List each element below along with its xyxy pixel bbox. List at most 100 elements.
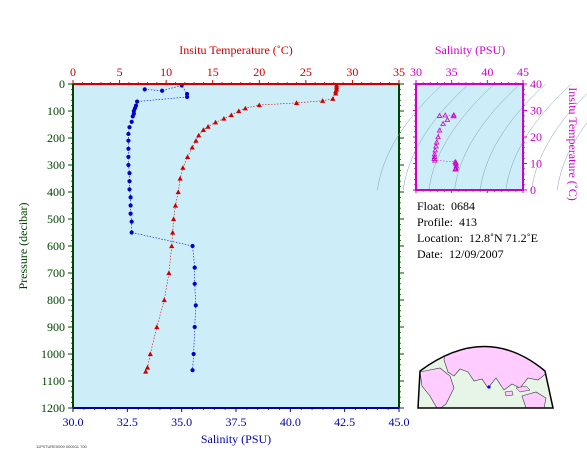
date-value: 12/09/2007 bbox=[449, 247, 504, 261]
ts-x-tick-label: 45 bbox=[517, 65, 529, 79]
salinity-tick-label: 42.5 bbox=[334, 415, 355, 429]
ts-y-tick-label: 10 bbox=[530, 157, 542, 171]
ts-x-tick-label: 40 bbox=[481, 65, 493, 79]
salinity-point bbox=[185, 94, 190, 100]
left-axis-title: Pressure (decibar) bbox=[16, 203, 30, 290]
profile-row: Profile: 413 bbox=[417, 214, 538, 230]
ts-point bbox=[431, 151, 438, 157]
ts-point bbox=[442, 112, 449, 118]
temperature-tick-label: 0 bbox=[70, 65, 76, 79]
date-label: Date: bbox=[417, 247, 443, 261]
salinity-point bbox=[191, 351, 196, 357]
temperature-point bbox=[144, 364, 151, 370]
salinity-point bbox=[126, 146, 131, 151]
ts-density-contour bbox=[479, 83, 546, 191]
pressure-tick-label: 700 bbox=[47, 266, 65, 280]
salinity-point bbox=[127, 125, 132, 130]
temperature-point bbox=[200, 127, 206, 132]
ts-density-contours bbox=[377, 83, 587, 191]
pressure-tick-label: 500 bbox=[47, 212, 65, 226]
temperature-point bbox=[228, 112, 234, 118]
salinity-point bbox=[127, 171, 132, 176]
salinity-point bbox=[190, 368, 195, 373]
temperature-point bbox=[221, 115, 227, 121]
ts-density-contour bbox=[454, 83, 521, 191]
salinity-point bbox=[160, 88, 165, 93]
salinity-point bbox=[128, 203, 133, 208]
temperature-point bbox=[212, 119, 219, 125]
ts-x-tick-label: 30 bbox=[410, 65, 422, 79]
salinity-point bbox=[126, 154, 131, 159]
float-value: 0684 bbox=[451, 199, 476, 213]
temperature-point bbox=[154, 324, 160, 330]
pressure-tick-label: 1100 bbox=[41, 374, 65, 388]
salinity-tick-label: 35.0 bbox=[171, 415, 192, 429]
ts-y-tick-label: 30 bbox=[530, 104, 542, 118]
salinity-point bbox=[185, 91, 190, 97]
temperature-point bbox=[170, 229, 176, 235]
ts-series-marks bbox=[431, 111, 460, 172]
pressure-tick-label: 800 bbox=[47, 293, 65, 307]
salinity-point bbox=[190, 243, 195, 249]
profile-value: 413 bbox=[459, 215, 477, 229]
temperature-point bbox=[242, 105, 248, 111]
salinity-point bbox=[129, 230, 134, 235]
salinity-point bbox=[126, 138, 131, 143]
salinity-point bbox=[126, 162, 131, 168]
ts-y-tick-label: 0 bbox=[530, 183, 536, 197]
temperature-point bbox=[172, 202, 179, 208]
map-frame bbox=[417, 345, 554, 409]
salinity-point bbox=[130, 114, 135, 119]
salinity-point bbox=[127, 187, 132, 192]
salinity-point bbox=[127, 179, 132, 184]
temperature-point bbox=[196, 132, 202, 138]
map-land-islands bbox=[504, 385, 531, 397]
date-row: Date: 12/09/2007 bbox=[417, 246, 538, 262]
ts-density-contour bbox=[531, 93, 587, 191]
pressure-tick-label: 0 bbox=[59, 77, 65, 91]
pressure-tick-label: 1000 bbox=[41, 347, 65, 361]
salinity-point bbox=[142, 87, 147, 92]
pressure-tick-label: 200 bbox=[47, 131, 65, 145]
temperature-point bbox=[161, 297, 167, 303]
footer-code: 11P0TURE0000 000011 700 bbox=[36, 444, 87, 449]
temperature-point bbox=[143, 368, 149, 374]
location-map bbox=[417, 345, 554, 409]
ts-point bbox=[444, 116, 451, 122]
location-row: Location: 12.8˚N 71.2˚E bbox=[417, 230, 538, 246]
ts-point bbox=[450, 111, 457, 118]
temperature-point bbox=[330, 96, 336, 101]
temperature-point bbox=[333, 90, 339, 96]
salinity-tick-label: 30.0 bbox=[63, 415, 84, 429]
location-value: 12.8˚N 71.2˚E bbox=[468, 231, 538, 245]
salinity-point bbox=[193, 303, 198, 308]
pressure-tick-label: 400 bbox=[47, 185, 65, 199]
ts-point bbox=[433, 139, 440, 145]
temperature-tick-label: 5 bbox=[117, 65, 123, 79]
temperature-point bbox=[236, 108, 242, 114]
ts-density-contour bbox=[402, 83, 469, 191]
ts-point bbox=[433, 143, 439, 149]
temperature-point bbox=[170, 216, 177, 222]
temperature-tick-label: 20 bbox=[253, 65, 265, 79]
salinity-tick-label: 32.5 bbox=[117, 415, 138, 429]
temperature-point bbox=[147, 351, 153, 357]
profile-plot: 0100200300400500600700800900100011001200… bbox=[16, 43, 410, 446]
ts-y-tick-label: 20 bbox=[530, 130, 542, 144]
temperature-point bbox=[180, 165, 186, 170]
salinity-point bbox=[192, 265, 197, 270]
ts-y-axis-title: Insitu Temperature (˚C) bbox=[566, 87, 580, 201]
salinity-tick-label: 40.0 bbox=[280, 415, 301, 429]
profile-axis-ticks: 0100200300400500600700800900100011001200… bbox=[41, 65, 410, 429]
ts-density-contour bbox=[428, 83, 495, 191]
float-label: Float: bbox=[417, 199, 446, 213]
salinity-point bbox=[126, 131, 131, 137]
salinity-point bbox=[135, 99, 140, 104]
salinity-point bbox=[192, 281, 197, 286]
temperature-point bbox=[193, 138, 199, 143]
ts-point bbox=[436, 127, 443, 133]
temperature-point bbox=[177, 175, 183, 181]
temperature-tick-label: 25 bbox=[300, 65, 312, 79]
